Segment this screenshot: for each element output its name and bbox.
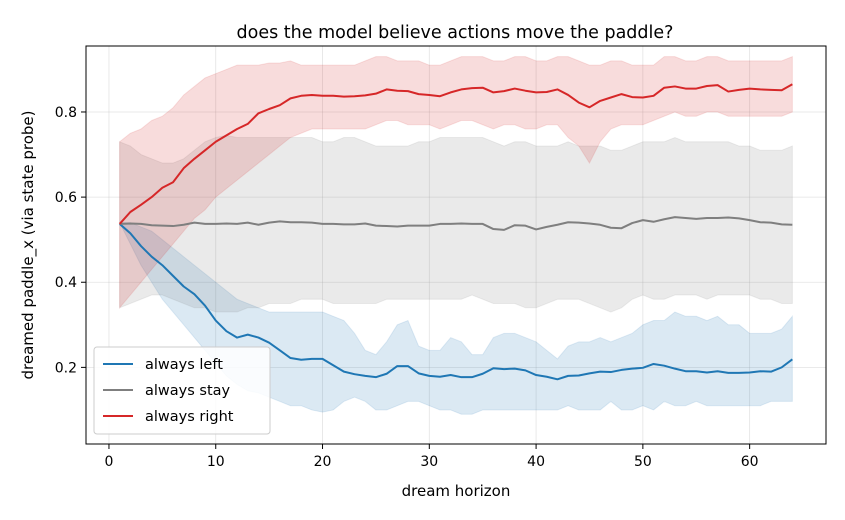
legend-label: always left	[145, 357, 223, 373]
y-axis-label: dreamed paddle_x (via state probe)	[19, 111, 38, 380]
always-left-band	[118, 222, 793, 415]
x-axis-label: dream horizon	[402, 482, 511, 500]
y-tick-label: 0.2	[55, 360, 77, 376]
y-tick-label: 0.4	[55, 275, 77, 291]
always-stay-line	[119, 216, 793, 231]
series-lines	[118, 83, 793, 381]
x-tick-label: 10	[207, 454, 225, 470]
legend-box	[93, 346, 271, 435]
always-left-line	[118, 223, 793, 381]
x-tick-label: 60	[741, 454, 759, 470]
x-tick-label: 0	[104, 454, 113, 470]
x-tick-label: 50	[634, 454, 652, 470]
legend-label: always stay	[145, 383, 231, 399]
always-right-band	[119, 55, 793, 310]
plot-frame	[85, 45, 827, 445]
legend: always left always stay always right	[93, 346, 271, 435]
x-tick-label: 40	[527, 454, 545, 470]
legend-label: always right	[145, 409, 234, 425]
chart-title: does the model believe actions move the …	[237, 23, 674, 43]
y-tick-label: 0.6	[55, 190, 77, 206]
x-tick-label: 20	[314, 454, 332, 470]
y-tick-label: 0.8	[55, 105, 77, 121]
x-tick-label: 30	[420, 454, 438, 470]
always-right-line	[118, 83, 793, 225]
axis-ticks: 0 10 20 30 40 50 60 0.2 0.4 0.6 0.8	[55, 105, 759, 470]
